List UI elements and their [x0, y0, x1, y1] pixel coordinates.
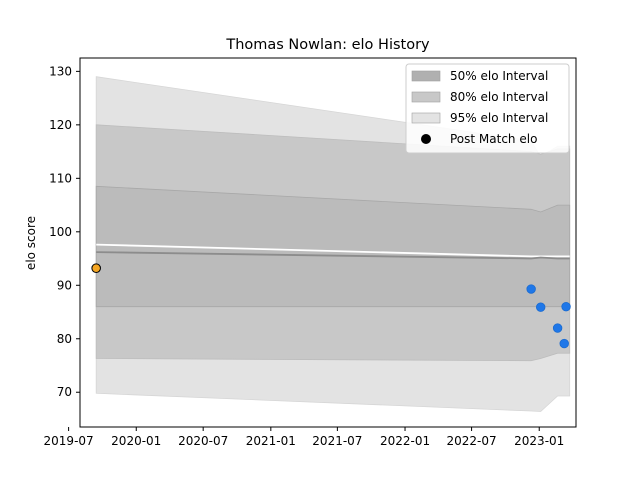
post-match-point-1	[526, 284, 536, 294]
y-tick-label-100: 100	[49, 225, 72, 239]
x-tick-label-2022-07: 2022-07	[447, 434, 497, 448]
legend-label-2: 80% elo Interval	[450, 90, 548, 104]
legend-swatch-1	[411, 70, 441, 82]
upper-estimate-line	[96, 243, 570, 258]
legend-box	[405, 63, 570, 154]
post-match-point-2	[536, 302, 546, 312]
post-match-point-3	[552, 323, 563, 333]
chart-title: Thomas Nowlan: elo History	[225, 37, 430, 53]
legend: 50% elo Interval 80% elo Interval 95% elo …	[405, 63, 570, 154]
x-tick-label-2019-07: 2019-07	[44, 434, 94, 448]
legend-swatch-2	[411, 91, 441, 103]
x-tick-label-2022-01: 2022-01	[380, 434, 430, 448]
mean-elo-line	[96, 251, 570, 260]
legend-label-1: 50% elo Interval	[450, 69, 548, 83]
y-tick-label-130: 130	[49, 64, 72, 78]
y-tick-label-90: 90	[57, 278, 72, 292]
y-tick-label-110: 110	[49, 171, 72, 185]
legend-label-4: Post Match elo	[450, 132, 537, 146]
axes: 70 80 90 100 110 120 130 2019-07 2020-01 2020-07 2…	[44, 57, 577, 448]
y-tick-label-70: 70	[57, 385, 72, 399]
legend-marker-4	[421, 134, 431, 144]
y-tick-label-120: 120	[49, 118, 72, 132]
initial-elo-point	[91, 263, 101, 273]
y-axis-title: elo score	[24, 216, 38, 270]
legend-label-3: 95% elo Interval	[450, 111, 548, 125]
y-tick-label-80: 80	[57, 332, 72, 346]
x-tick-label-2020-01: 2020-01	[111, 434, 161, 448]
legend-swatch-3	[411, 112, 441, 124]
x-tick-label-2021-01: 2021-01	[246, 434, 296, 448]
axes-frame	[79, 57, 577, 428]
x-tick-label-2021-07: 2021-07	[312, 434, 362, 448]
plot-area	[91, 76, 571, 412]
x-tick-label-2023-01: 2023-01	[514, 434, 564, 448]
post-match-point-5	[561, 301, 571, 312]
post-match-point-4	[559, 338, 569, 349]
x-tick-label-2020-07: 2020-07	[178, 434, 228, 448]
